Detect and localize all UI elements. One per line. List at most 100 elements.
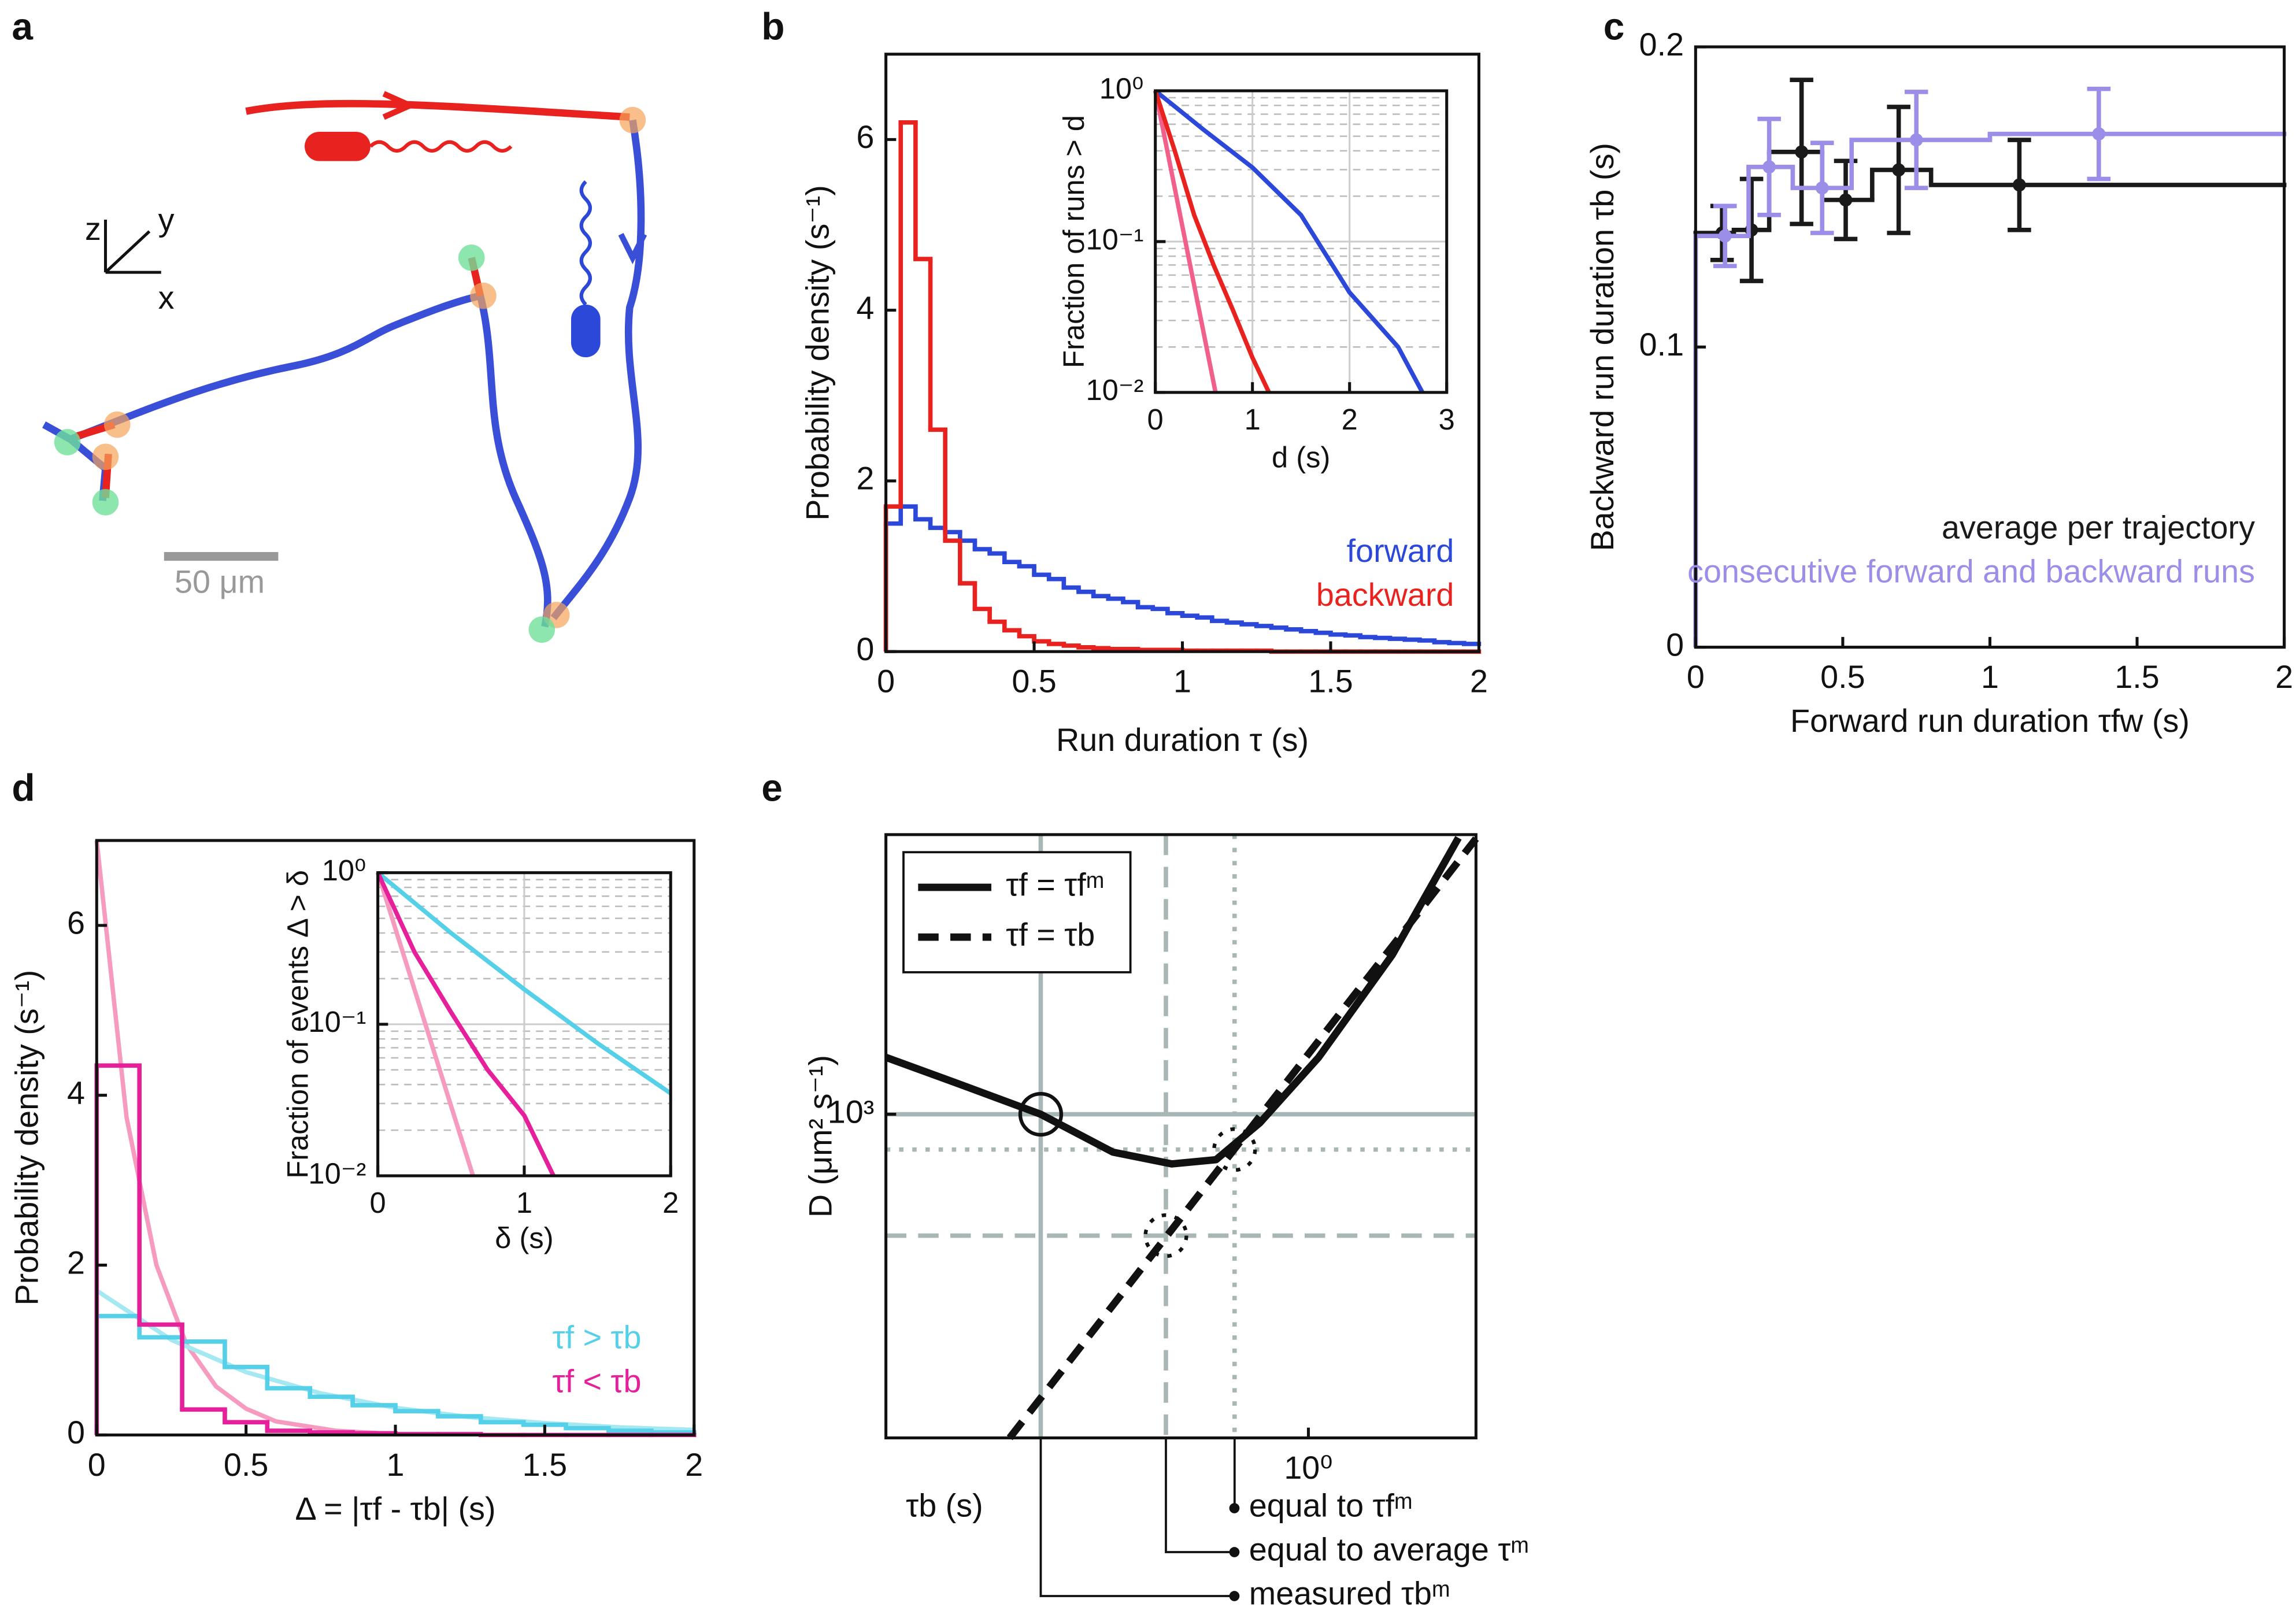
marker — [54, 429, 81, 456]
x-axis-label: Run duration τ (s) — [1056, 722, 1309, 758]
y-tick-label: 10⁻² — [1086, 373, 1143, 406]
bacterium-icon — [571, 304, 601, 358]
data-line — [884, 836, 1462, 1168]
axis-name: y — [158, 202, 175, 238]
trajectory-forward — [69, 292, 482, 443]
annotation-leader — [1039, 1438, 1235, 1597]
legend-entry: τf = τb — [1006, 917, 1095, 953]
x-tick-label: 10⁰ — [1284, 1450, 1332, 1486]
data-point — [1795, 145, 1809, 159]
x-tick-label: 0 — [88, 1447, 106, 1483]
axis-name: x — [158, 280, 175, 316]
data-point — [2013, 178, 2026, 192]
flagellum — [369, 140, 513, 153]
chart: 0 0.5 1 1.5 2 0 0.1 0.2 Forward run duration τfw… — [1584, 5, 2293, 739]
legend-entry: τf < τb — [553, 1363, 642, 1399]
x-tick-label: 1.5 — [1308, 664, 1353, 699]
data-point — [1762, 160, 1776, 174]
marker — [619, 106, 646, 134]
data-point — [1892, 163, 1906, 177]
x-tick-label: 0.5 — [1820, 659, 1865, 695]
marker — [92, 489, 119, 516]
legend-entry: average per trajectory — [1942, 510, 2255, 546]
y-tick-label: 10⁻¹ — [308, 1005, 366, 1038]
x-tick-label: 0 — [1147, 403, 1164, 436]
x-tick-label: 2 — [662, 1186, 679, 1219]
chart: 0 1 2 3 10⁻² 10⁻¹ 10⁰ d (s) Fraction of runs > d — [1057, 72, 1455, 473]
data-line — [1154, 89, 1425, 394]
highlight-circle — [1018, 1091, 1064, 1137]
trajectory-backward — [245, 99, 630, 121]
y-axis-label: Probability density (s⁻¹) — [9, 970, 45, 1306]
legend-entry: τf > τb — [553, 1319, 642, 1355]
marker — [470, 282, 497, 309]
data-point — [1839, 193, 1853, 207]
chart: 0 0.5 1 1.5 2 0 2 4 6 Run duration τ (s) Probabili… — [761, 5, 1488, 758]
x-axis-label: δ (s) — [495, 1221, 553, 1254]
y-tick-label: 10⁰ — [322, 854, 366, 887]
marker — [528, 616, 556, 643]
x-tick-label: 0 — [877, 664, 895, 699]
bacterium-icon — [304, 131, 371, 161]
plot-frame — [884, 833, 1477, 1439]
x-axis-label: d (s) — [1272, 441, 1330, 474]
data-point — [1718, 229, 1732, 243]
panel-label: e — [761, 766, 783, 809]
x-tick-label: 1 — [1981, 659, 1999, 695]
annotation: equal to average τᵐ — [1249, 1532, 1530, 1568]
x-tick-label: 2 — [2275, 659, 2293, 695]
y-tick-label: 10³ — [828, 1094, 875, 1130]
x-tick-label: 1.5 — [2114, 659, 2159, 695]
data-line — [1153, 90, 1271, 394]
annotation: equal to τfᵐ — [1249, 1488, 1413, 1524]
trajectory-forward — [550, 119, 645, 620]
tumble-markers — [92, 106, 646, 628]
marker — [458, 245, 485, 271]
panel-label: d — [12, 766, 35, 809]
y-axis-label: Probability density (s⁻¹) — [799, 185, 835, 521]
highlight-circle — [1143, 1213, 1188, 1258]
chart: 0 0.5 1 1.5 2 0 2 4 6 Δ = |τf - τb| (s) Probabilit… — [9, 766, 703, 1526]
y-axis-label: Backward run duration τb (s) — [1584, 143, 1620, 551]
data-line — [376, 872, 556, 1177]
y-tick-label: 4 — [67, 1075, 85, 1110]
y-tick-label: 0 — [1666, 627, 1684, 662]
x-tick-label: 2 — [1342, 403, 1358, 436]
y-tick-label: 10⁻¹ — [1086, 223, 1143, 256]
y-axis-label: Fraction of events Δ > δ — [282, 870, 314, 1179]
x-tick-label: 1 — [516, 1186, 532, 1219]
panel-label: c — [1604, 5, 1625, 47]
direction-arrow — [382, 91, 417, 120]
data-line — [1153, 90, 1218, 393]
legend-box — [902, 851, 1132, 973]
trajectory-forward — [476, 295, 551, 628]
x-tick-label: 0 — [370, 1186, 386, 1219]
chart: 0 1 2 10⁻² 10⁻¹ 10⁰ δ (s) Fraction of events Δ … — [282, 854, 679, 1254]
highlight-circle — [1212, 1127, 1257, 1172]
y-axis-label: D (μm² s⁻¹) — [802, 1055, 838, 1217]
x-tick-label: 0 — [1687, 659, 1705, 695]
data-line — [376, 871, 672, 1095]
x-tick-label: 2 — [685, 1447, 703, 1483]
x-tick-label: 1.5 — [523, 1447, 567, 1483]
flagellum — [579, 180, 592, 306]
marker — [103, 411, 131, 438]
x-axis-label: Forward run duration τfw (s) — [1790, 703, 2190, 739]
y-tick-label: 10⁰ — [1099, 72, 1144, 105]
legend-entry: consecutive forward and backward runs — [1687, 554, 2255, 590]
y-tick-label: 4 — [856, 290, 874, 325]
axis-name: z — [85, 211, 101, 247]
marker — [92, 443, 119, 471]
x-tick-label: 3 — [1439, 403, 1455, 436]
legend-entry: forward — [1347, 533, 1454, 569]
y-tick-label: 0 — [856, 631, 874, 667]
panel-label: b — [761, 5, 784, 47]
scale-bar-label: 50 μm — [175, 564, 265, 599]
panel-a: a z y x 50 μm — [12, 5, 647, 643]
y-tick-label: 10⁻² — [308, 1157, 366, 1190]
y-tick-label: 6 — [67, 905, 85, 941]
annotation-dot — [1229, 1591, 1240, 1601]
x-tick-label: 2 — [1470, 664, 1488, 699]
data-point — [1909, 133, 1923, 147]
